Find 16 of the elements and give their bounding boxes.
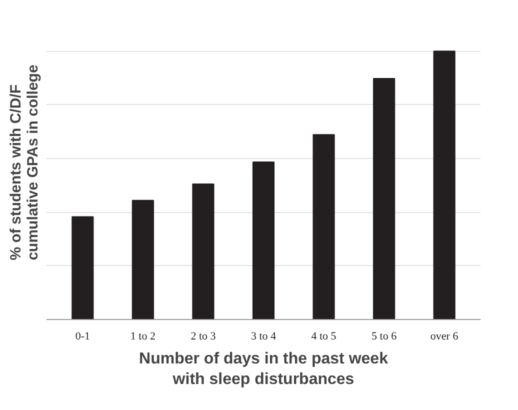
x-tick-label: 1 to 2 [130, 330, 156, 342]
x-tick-label: 3 to 4 [250, 330, 277, 342]
bar [433, 50, 456, 320]
x-tick-label: 5 to 6 [372, 330, 398, 342]
x-tick-label: 2 to 3 [190, 330, 216, 342]
bar [252, 161, 275, 320]
x-tick-label: over 6 [430, 330, 459, 342]
x-axis-title: Number of days in the past week with sleep disturbances [139, 350, 388, 388]
x-tick-label: 0-1 [75, 330, 90, 342]
y-axis-title: % of students with C/D/F cumulative GPAs in college [8, 64, 42, 260]
x-tick-label: 4 to 5 [311, 330, 337, 342]
bar [312, 134, 335, 320]
bar [192, 183, 214, 320]
bar [132, 200, 154, 320]
bar [72, 216, 94, 320]
bar [373, 78, 396, 320]
